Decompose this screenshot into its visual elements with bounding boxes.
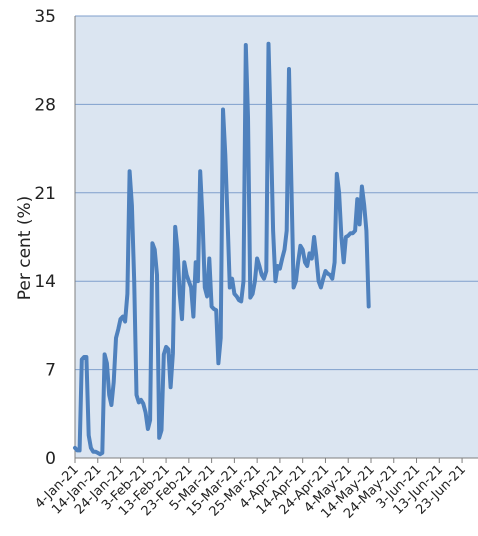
series-group: [73, 41, 371, 457]
y-tick-label: 21: [34, 184, 56, 204]
plot-area: [75, 16, 478, 458]
y-tick-label: 14: [34, 272, 56, 292]
x-axis-tick-labels: 4-Jan-2114-Jan-2124-Jan-213-Feb-2113-Feb…: [32, 458, 469, 522]
y-axis-tick-labels: 0 7 14 21 28 35: [34, 7, 56, 469]
y-axis-label: Per cent (%): [15, 196, 35, 301]
series-line: [73, 41, 371, 457]
y-tick-label: 7: [45, 361, 56, 381]
y-tick-label: 0: [45, 449, 56, 469]
y-tick-label: 35: [34, 7, 56, 27]
y-tick-label: 28: [34, 95, 56, 115]
